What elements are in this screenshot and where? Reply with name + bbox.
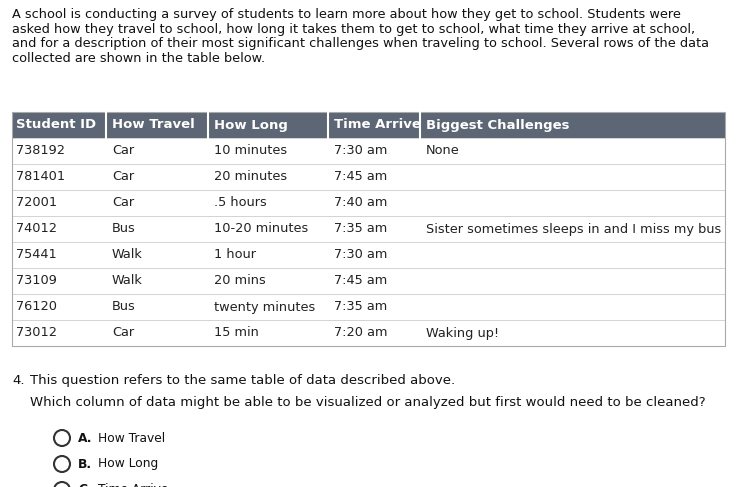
Text: 75441: 75441 bbox=[16, 248, 57, 262]
Text: twenty minutes: twenty minutes bbox=[214, 300, 315, 314]
Text: 72001: 72001 bbox=[16, 196, 57, 209]
Text: 7:20 am: 7:20 am bbox=[334, 326, 388, 339]
Text: This question refers to the same table of data described above.: This question refers to the same table o… bbox=[30, 374, 455, 387]
Text: Time Arrive: Time Arrive bbox=[98, 484, 168, 487]
Text: 738192: 738192 bbox=[16, 145, 65, 157]
Text: How Long: How Long bbox=[98, 457, 158, 470]
Text: 20 minutes: 20 minutes bbox=[214, 170, 287, 184]
Text: asked how they travel to school, how long it takes them to get to school, what t: asked how they travel to school, how lon… bbox=[12, 22, 695, 36]
Text: Car: Car bbox=[112, 170, 134, 184]
Text: C.: C. bbox=[78, 484, 91, 487]
Text: A.: A. bbox=[78, 431, 93, 445]
Text: Waking up!: Waking up! bbox=[426, 326, 499, 339]
Text: Biggest Challenges: Biggest Challenges bbox=[426, 118, 570, 131]
Text: Bus: Bus bbox=[112, 300, 136, 314]
Text: B.: B. bbox=[78, 457, 92, 470]
Text: How Travel: How Travel bbox=[98, 431, 165, 445]
Text: Walk: Walk bbox=[112, 248, 143, 262]
Text: Time Arrive: Time Arrive bbox=[334, 118, 421, 131]
Text: .5 hours: .5 hours bbox=[214, 196, 267, 209]
Text: A school is conducting a survey of students to learn more about how they get to : A school is conducting a survey of stude… bbox=[12, 8, 681, 21]
Text: 15 min: 15 min bbox=[214, 326, 259, 339]
Text: Walk: Walk bbox=[112, 275, 143, 287]
Text: collected are shown in the table below.: collected are shown in the table below. bbox=[12, 52, 265, 64]
Text: Sister sometimes sleeps in and I miss my bus: Sister sometimes sleeps in and I miss my… bbox=[426, 223, 722, 236]
Text: 7:30 am: 7:30 am bbox=[334, 248, 388, 262]
Text: How Long: How Long bbox=[214, 118, 288, 131]
Text: Car: Car bbox=[112, 145, 134, 157]
Text: 20 mins: 20 mins bbox=[214, 275, 266, 287]
Text: 7:45 am: 7:45 am bbox=[334, 170, 387, 184]
Text: 7:30 am: 7:30 am bbox=[334, 145, 388, 157]
Text: 10 minutes: 10 minutes bbox=[214, 145, 287, 157]
Text: 73109: 73109 bbox=[16, 275, 57, 287]
Text: Which column of data might be able to be visualized or analyzed but first would : Which column of data might be able to be… bbox=[30, 396, 705, 409]
Text: 7:45 am: 7:45 am bbox=[334, 275, 387, 287]
Text: 7:40 am: 7:40 am bbox=[334, 196, 388, 209]
Text: 76120: 76120 bbox=[16, 300, 57, 314]
Text: 7:35 am: 7:35 am bbox=[334, 300, 387, 314]
Text: 781401: 781401 bbox=[16, 170, 65, 184]
Text: How Travel: How Travel bbox=[112, 118, 195, 131]
Text: None: None bbox=[426, 145, 460, 157]
Text: 4.: 4. bbox=[12, 374, 24, 387]
Text: 74012: 74012 bbox=[16, 223, 57, 236]
Text: Car: Car bbox=[112, 196, 134, 209]
Text: and for a description of their most significant challenges when traveling to sch: and for a description of their most sign… bbox=[12, 37, 709, 50]
Text: Bus: Bus bbox=[112, 223, 136, 236]
Text: Student ID: Student ID bbox=[16, 118, 96, 131]
Text: Car: Car bbox=[112, 326, 134, 339]
Text: 10-20 minutes: 10-20 minutes bbox=[214, 223, 308, 236]
Text: 1 hour: 1 hour bbox=[214, 248, 256, 262]
Text: 7:35 am: 7:35 am bbox=[334, 223, 387, 236]
Text: 73012: 73012 bbox=[16, 326, 57, 339]
